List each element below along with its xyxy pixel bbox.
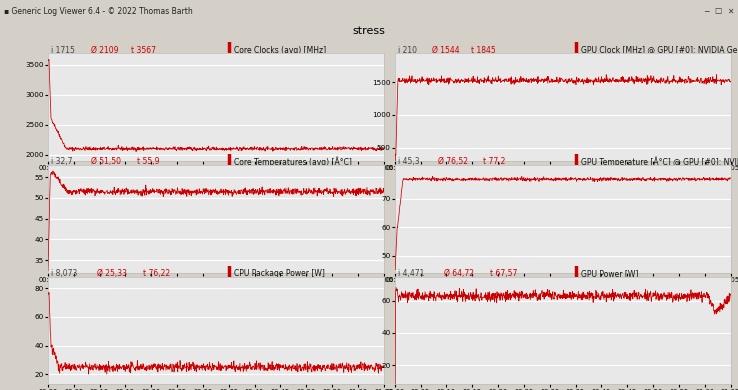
Text: Ø 76,52: Ø 76,52 (438, 158, 468, 167)
Text: t 3567: t 3567 (131, 46, 156, 55)
Text: Ø 2109: Ø 2109 (91, 46, 119, 55)
Text: Core Clocks (avg) [MHz]: Core Clocks (avg) [MHz] (235, 46, 326, 55)
Text: GPU Power [W]: GPU Power [W] (582, 269, 638, 278)
Text: t 77,2: t 77,2 (483, 158, 506, 167)
Text: Core Temperatures (avg) [Â°C]: Core Temperatures (avg) [Â°C] (235, 157, 352, 167)
Text: i 210: i 210 (399, 46, 417, 55)
Text: stress: stress (353, 26, 385, 36)
Text: i 1715: i 1715 (52, 46, 75, 55)
Text: Ø 1544: Ø 1544 (432, 46, 459, 55)
Text: CPU Package Power [W]: CPU Package Power [W] (235, 269, 325, 278)
Text: ─: ─ (704, 6, 708, 15)
Text: i 45,3: i 45,3 (399, 158, 420, 167)
Text: □: □ (714, 6, 722, 15)
Text: ✕: ✕ (727, 6, 733, 15)
Text: Ø 64,72: Ø 64,72 (444, 269, 474, 278)
Text: i 32,7: i 32,7 (52, 158, 73, 167)
Text: t 67,57: t 67,57 (489, 269, 517, 278)
Text: t 1845: t 1845 (472, 46, 496, 55)
Text: t 55,9: t 55,9 (137, 158, 159, 167)
Text: ▪ Generic Log Viewer 6.4 - © 2022 Thomas Barth: ▪ Generic Log Viewer 6.4 - © 2022 Thomas… (4, 7, 193, 16)
Text: GPU Temperature [Â°C] @ GPU [#0]: NVIDIA GeForce RTX 4070 Laptop: GPU Temperature [Â°C] @ GPU [#0]: NVIDIA… (582, 157, 738, 167)
Text: Ø 51,50: Ø 51,50 (91, 158, 121, 167)
Text: t 76,22: t 76,22 (142, 269, 170, 278)
Text: GPU Clock [MHz] @ GPU [#0]: NVIDIA GeForce RTX 4070 Laptop: GPU Clock [MHz] @ GPU [#0]: NVIDIA GeFor… (582, 46, 738, 55)
Text: i 8,073: i 8,073 (52, 269, 77, 278)
Text: Ø 25,33: Ø 25,33 (97, 269, 127, 278)
Text: i 4,471: i 4,471 (399, 269, 424, 278)
